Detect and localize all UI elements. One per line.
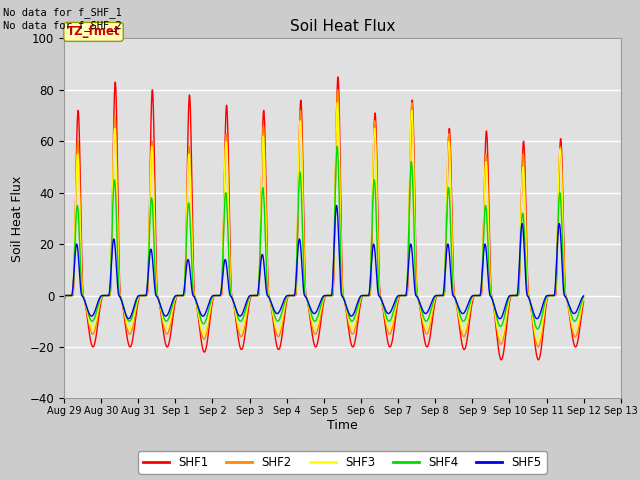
SHF1 bbox=[503, 323, 511, 329]
SHF4 bbox=[580, 294, 588, 300]
Y-axis label: Soil Heat Flux: Soil Heat Flux bbox=[11, 175, 24, 262]
Line: SHF1: SHF1 bbox=[64, 77, 584, 360]
Legend: SHF1, SHF2, SHF3, SHF4, SHF5: SHF1, SHF2, SHF3, SHF4, SHF5 bbox=[138, 451, 547, 474]
SHF5 bbox=[333, 203, 340, 208]
SHF5 bbox=[318, 295, 326, 301]
SHF2 bbox=[98, 294, 106, 300]
SHF4 bbox=[417, 305, 425, 311]
SHF5 bbox=[125, 316, 132, 322]
SHF1 bbox=[497, 357, 505, 363]
SHF3 bbox=[60, 295, 68, 300]
SHF1 bbox=[448, 214, 456, 219]
SHF4 bbox=[503, 304, 511, 310]
SHF2 bbox=[534, 344, 542, 350]
SHF1 bbox=[98, 296, 106, 301]
SHF1 bbox=[334, 74, 342, 80]
SHF3 bbox=[98, 294, 106, 300]
SHF3 bbox=[580, 295, 588, 301]
SHF3 bbox=[448, 225, 456, 231]
SHF2 bbox=[60, 296, 68, 301]
SHF2 bbox=[417, 308, 425, 314]
SHF5 bbox=[98, 293, 106, 299]
Text: TZ_fmet: TZ_fmet bbox=[67, 25, 120, 38]
Line: SHF2: SHF2 bbox=[64, 90, 584, 347]
SHF3 bbox=[448, 242, 456, 248]
SHF5 bbox=[448, 288, 456, 294]
SHF3 bbox=[417, 307, 425, 313]
SHF3 bbox=[333, 100, 341, 106]
SHF4 bbox=[448, 256, 456, 262]
SHF2 bbox=[318, 304, 326, 310]
SHF2 bbox=[334, 87, 342, 93]
SHF1 bbox=[448, 195, 456, 201]
SHF4 bbox=[318, 299, 326, 304]
SHF1 bbox=[318, 310, 326, 316]
SHF2 bbox=[503, 314, 511, 320]
SHF5 bbox=[503, 299, 511, 305]
SHF1 bbox=[580, 299, 588, 304]
X-axis label: Time: Time bbox=[327, 419, 358, 432]
SHF2 bbox=[448, 230, 456, 236]
Title: Soil Heat Flux: Soil Heat Flux bbox=[290, 20, 395, 35]
SHF3 bbox=[318, 301, 326, 307]
SHF3 bbox=[534, 339, 542, 345]
Text: No data for f_SHF_1
No data for f_SHF_2: No data for f_SHF_1 No data for f_SHF_2 bbox=[3, 7, 122, 31]
SHF2 bbox=[580, 296, 588, 302]
SHF2 bbox=[448, 213, 456, 218]
SHF5 bbox=[448, 284, 456, 290]
SHF1 bbox=[60, 298, 68, 304]
SHF4 bbox=[98, 293, 106, 299]
SHF4 bbox=[448, 267, 456, 273]
SHF5 bbox=[580, 293, 588, 299]
SHF5 bbox=[417, 303, 425, 309]
Line: SHF5: SHF5 bbox=[64, 205, 584, 319]
SHF4 bbox=[60, 294, 68, 300]
SHF5 bbox=[60, 293, 68, 299]
SHF3 bbox=[503, 311, 511, 316]
Line: SHF4: SHF4 bbox=[64, 146, 584, 329]
Line: SHF3: SHF3 bbox=[64, 103, 584, 342]
SHF4 bbox=[333, 144, 341, 149]
SHF1 bbox=[417, 311, 425, 317]
SHF4 bbox=[534, 326, 541, 332]
